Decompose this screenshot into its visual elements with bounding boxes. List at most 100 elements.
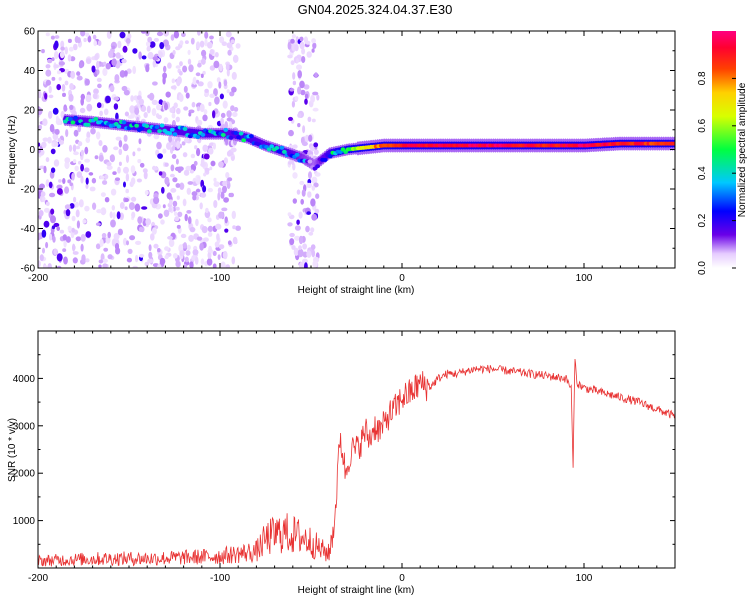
- noise-speckle: [53, 222, 60, 228]
- noise-speckle: [51, 76, 56, 81]
- noise-speckle: [292, 80, 297, 86]
- noise-speckle: [100, 175, 105, 180]
- noise-speckle: [71, 172, 75, 181]
- noise-speckle: [206, 258, 213, 266]
- noise-speckle: [158, 171, 163, 176]
- noise-speckle: [192, 249, 199, 256]
- noise-speckle: [310, 198, 316, 207]
- noise-speckle: [218, 161, 224, 168]
- noise-speckle: [73, 196, 77, 203]
- noise-speckle: [174, 166, 181, 172]
- ridge-core: [223, 127, 229, 132]
- snr-y-axis-label: SNR (10 * v/v): [7, 418, 18, 482]
- noise-speckle: [170, 188, 177, 193]
- noise-speckle: [68, 93, 74, 102]
- noise-speckle: [76, 171, 83, 179]
- noise-speckle: [196, 236, 203, 241]
- noise-speckle: [123, 89, 130, 96]
- noise-speckle: [83, 37, 87, 43]
- noise-speckle: [287, 222, 293, 227]
- noise-speckle: [69, 182, 73, 187]
- noise-speckle: [96, 209, 103, 214]
- noise-speckle: [313, 149, 319, 156]
- noise-speckle: [310, 227, 315, 233]
- noise-speckle: [85, 137, 91, 144]
- noise-speckle: [152, 59, 156, 68]
- noise-speckle: [103, 247, 109, 252]
- noise-speckle: [213, 177, 217, 182]
- ridge-core: [93, 116, 99, 121]
- noise-speckle: [311, 249, 316, 258]
- noise-speckle: [231, 256, 236, 265]
- noise-speckle: [85, 94, 92, 103]
- noise-speckle: [41, 141, 47, 148]
- noise-speckle: [110, 219, 116, 228]
- noise-speckle: [181, 32, 186, 38]
- noise-speckle: [147, 36, 153, 43]
- noise-speckle: [75, 201, 79, 208]
- noise-speckle: [188, 112, 192, 117]
- noise-speckle: [163, 65, 167, 73]
- noise-speckle: [118, 148, 123, 155]
- noise-speckle: [84, 205, 90, 212]
- noise-speckle: [96, 69, 100, 75]
- noise-speckle: [232, 225, 237, 230]
- noise-speckle: [111, 205, 116, 211]
- noise-speckle: [50, 208, 55, 215]
- ridge-core: [269, 144, 275, 149]
- noise-speckle: [314, 72, 318, 79]
- noise-speckle: [102, 145, 108, 153]
- noise-speckle: [77, 141, 83, 147]
- x-tick-label: 100: [576, 273, 593, 284]
- noise-speckle: [204, 88, 209, 93]
- noise-speckle: [106, 161, 112, 167]
- noise-speckle: [145, 64, 150, 73]
- noise-speckle: [149, 41, 156, 48]
- noise-speckle: [199, 242, 204, 251]
- noise-speckle: [56, 265, 62, 268]
- noise-speckle: [151, 99, 158, 106]
- noise-speckle: [104, 197, 110, 203]
- noise-speckle: [49, 233, 53, 241]
- noise-speckle: [52, 235, 56, 243]
- x-tick-label: 0: [399, 573, 405, 584]
- noise-speckle: [81, 254, 86, 263]
- noise-speckle: [38, 232, 41, 241]
- noise-speckle: [192, 76, 197, 85]
- noise-speckle: [213, 200, 218, 208]
- noise-speckle: [196, 119, 203, 126]
- noise-speckle: [217, 254, 221, 260]
- noise-speckle: [115, 136, 122, 141]
- noise-speckle: [62, 92, 66, 97]
- noise-speckle: [60, 40, 65, 49]
- noise-speckle: [38, 260, 41, 268]
- noise-speckle: [291, 245, 296, 250]
- noise-speckle: [199, 40, 205, 48]
- noise-speckle: [60, 46, 65, 51]
- noise-speckle: [123, 166, 129, 174]
- noise-speckle: [72, 243, 76, 252]
- noise-speckle: [221, 41, 227, 46]
- noise-speckle: [302, 125, 306, 134]
- noise-speckle: [227, 49, 232, 56]
- noise-speckle: [95, 243, 101, 250]
- noise-speckle: [179, 61, 183, 67]
- noise-speckle: [56, 70, 62, 75]
- noise-speckle: [139, 162, 145, 168]
- noise-speckle: [141, 55, 147, 60]
- noise-speckle: [145, 218, 152, 226]
- noise-speckle: [156, 31, 164, 37]
- noise-speckle: [225, 31, 232, 38]
- noise-speckle: [183, 242, 187, 249]
- noise-speckle: [229, 91, 235, 97]
- noise-speckle: [85, 183, 89, 189]
- noise-speckle: [99, 238, 104, 247]
- noise-speckle: [94, 155, 99, 160]
- noise-speckle: [71, 215, 76, 222]
- noise-speckle: [101, 233, 107, 238]
- x-tick-label: 0: [399, 273, 405, 284]
- colorbar-tick-label: 0.6: [697, 118, 708, 132]
- noise-speckle: [74, 165, 79, 172]
- noise-speckle: [52, 107, 59, 115]
